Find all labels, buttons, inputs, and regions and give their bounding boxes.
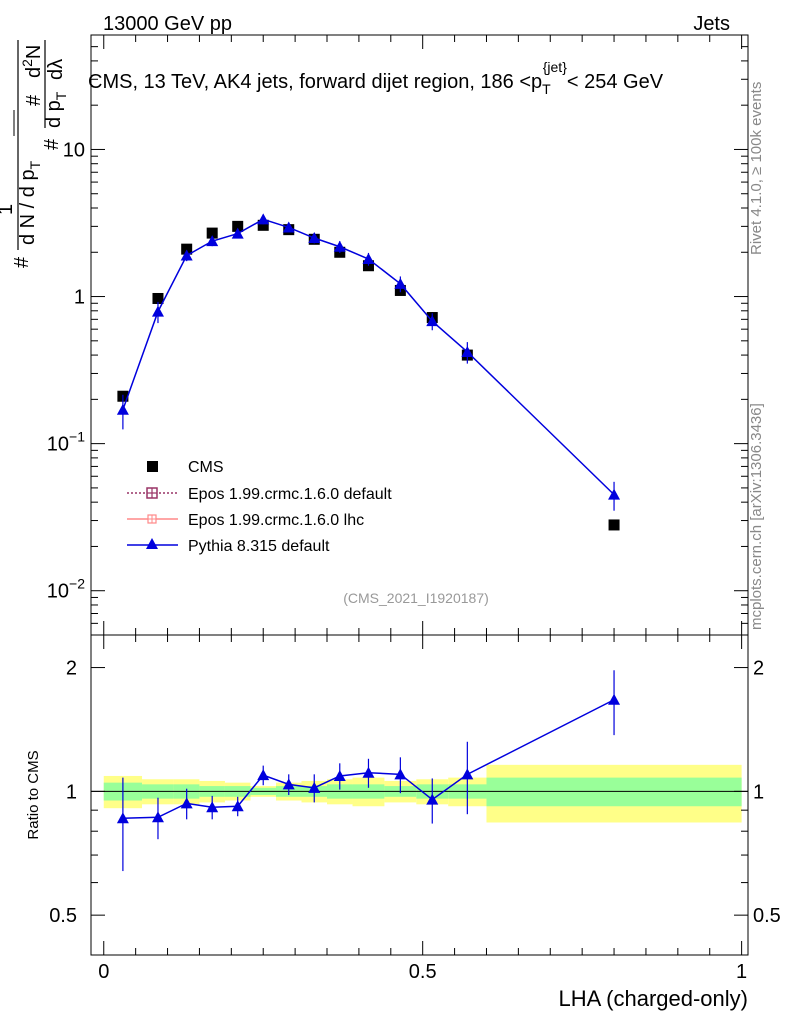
data-point (308, 232, 321, 244)
data-point (257, 213, 270, 225)
data-point (180, 797, 193, 809)
y-tick-label: 10 (63, 139, 85, 161)
x-tick-label: 1 (736, 961, 747, 983)
y-tick-label: 10−1 (47, 429, 85, 456)
ratio-series (116, 670, 621, 872)
band-green (486, 777, 742, 807)
data-point (282, 778, 295, 790)
data-point (151, 305, 164, 317)
ratio-y-axis-label: Ratio to CMS (25, 750, 42, 839)
legend-marker-cms (147, 461, 158, 472)
data-point (231, 800, 244, 812)
data-point (116, 403, 129, 415)
ratio-y-tick-label-left: 0.5 (49, 905, 77, 927)
data-point (282, 221, 295, 233)
ratio-y-tick-label-right: 0.5 (753, 905, 781, 927)
svg-text:#: # (11, 256, 33, 268)
data-point (181, 243, 193, 255)
svg-text:d2N: d2N (19, 45, 45, 78)
ratio-y-tick-label-right: 2 (753, 658, 764, 680)
y-tick-label: 1 (74, 287, 85, 309)
main-title: CMS, 13 TeV, AK4 jets, forward dijet reg… (88, 59, 664, 97)
data-point (231, 227, 244, 239)
ratio-y-tick-labels: 0.5 0.5 1 1 2 2 (49, 658, 781, 928)
ratio-axis-ticks (91, 635, 748, 955)
x-tick-label: 0.5 (409, 961, 437, 983)
data-point (362, 766, 375, 778)
svg-text:dλ: dλ (45, 59, 67, 80)
data-point (257, 769, 270, 781)
category-label: Jets (693, 13, 730, 35)
analysis-id: (CMS_2021_I1920187) (343, 590, 489, 606)
legend-marker-pythia (146, 538, 158, 549)
ratio-y-tick-label-left: 2 (66, 658, 77, 680)
legend-label-epos-default: Epos 1.99.crmc.1.6.0 default (188, 486, 392, 503)
mcplots-label: mcplots.cern.ch [arXiv:1306.3436] (748, 403, 765, 630)
svg-text:d pT: d pT (43, 91, 69, 128)
ratio-panel: 0.5 0.51 12 2 Ratio to CMS 0 0.5 1 LHA (charg… (25, 634, 781, 1011)
data-point (394, 277, 407, 289)
legend: CMS Epos 1.99.crmc.1.6.0 default Epos 1.… (127, 459, 392, 555)
y-tick-label: 10−2 (47, 576, 85, 603)
energy-label: 13000 GeV pp (103, 13, 232, 35)
data-point (461, 768, 474, 780)
x-axis-label: LHA (charged-only) (558, 986, 748, 1011)
ratio-series-pythia (116, 670, 621, 872)
ratio-y-tick-label-left: 1 (66, 781, 77, 803)
main-series (116, 213, 621, 531)
data-point (608, 488, 621, 500)
ratio-y-tick-label-right: 1 (753, 781, 764, 803)
data-point (608, 693, 621, 705)
data-point (461, 345, 474, 357)
data-point (608, 519, 620, 531)
data-point (394, 768, 407, 780)
main-y-tick-labels: 10−2 10−1 1 10 (47, 139, 85, 602)
data-point (232, 220, 244, 232)
data-point (151, 811, 164, 823)
svg-text:#: # (23, 94, 45, 106)
legend-label-cms: CMS (188, 459, 224, 476)
data-point (206, 801, 219, 813)
data-point (257, 219, 269, 231)
title-superscript: {jet} (543, 59, 567, 75)
data-point (362, 252, 375, 264)
ratio-frame (90, 634, 749, 956)
data-point (206, 227, 218, 239)
data-point (308, 781, 321, 793)
title-subscript: T (542, 81, 551, 97)
data-point (426, 315, 439, 327)
series-pythia (116, 213, 621, 511)
main-panel: 10−2 10−1 1 10 CMS, 13 TeV, AK4 jets, forwa… (0, 34, 749, 636)
legend-label-pythia: Pythia 8.315 default (188, 538, 330, 555)
pythia-line (122, 218, 615, 496)
legend-label-epos-lhc: Epos 1.99.crmc.1.6.0 lhc (188, 512, 364, 529)
data-point (426, 793, 439, 805)
x-tick-label: 0 (98, 961, 109, 983)
data-point (206, 235, 219, 247)
series-cms (117, 219, 620, 531)
svg-text:d N / d pT: d N / d pT (17, 160, 43, 245)
x-tick-labels: 0 0.5 1 (98, 961, 747, 983)
data-point (116, 812, 129, 824)
main-y-axis-label: # d N / d pT 1 # d pT # d2N dλ (0, 40, 69, 268)
data-point (180, 249, 193, 261)
data-point (333, 240, 346, 252)
ratio-line (122, 699, 615, 820)
svg-text:#: # (41, 138, 63, 150)
data-point (152, 292, 164, 304)
svg-text:1: 1 (0, 204, 17, 215)
data-point (333, 769, 346, 781)
title-prefix: CMS, 13 TeV, AK4 jets, forward dijet reg… (88, 71, 542, 93)
rivet-label: Rivet 4.1.0, ≥ 100k events (748, 82, 765, 255)
title-suffix: < 254 GeV (567, 71, 664, 93)
ratio-uncertainty-bands (103, 764, 742, 823)
